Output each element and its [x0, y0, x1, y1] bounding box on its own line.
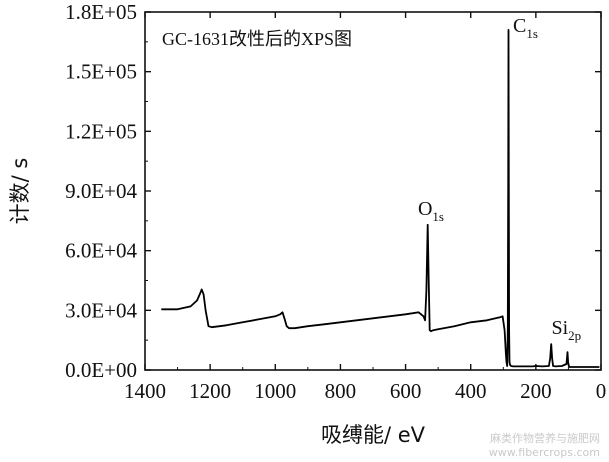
x-axis: 1400 1200 1000 800 600 400 200 0: [124, 12, 606, 403]
y-tick-label: 1.8E+05: [65, 0, 137, 24]
watermark-line-1: 麻类作物营养与施肥网: [490, 431, 600, 445]
peak-label: C1s: [513, 15, 538, 41]
x-tick-label: 400: [455, 379, 487, 403]
y-tick-label: 1.2E+05: [65, 119, 137, 143]
x-tick-label: 800: [325, 379, 357, 403]
x-tick-label: 200: [520, 379, 552, 403]
plot-frame: [144, 11, 602, 371]
x-tick-label: 0: [596, 379, 607, 403]
watermark-line-2: www.fibercrops.com: [489, 446, 600, 459]
y-tick-label: 0.0E+00: [65, 358, 137, 382]
x-tick-label: 1400: [124, 379, 166, 403]
peak-label: O1s: [418, 198, 444, 224]
y-tick-label: 3.0E+04: [65, 298, 137, 322]
y-axis: 0.0E+00 3.0E+04 6.0E+04 9.0E+04 1.2E+05 1.5E+…: [65, 0, 601, 382]
peak-annotations: C1s O1s Si2p: [418, 15, 581, 343]
y-tick-label: 9.0E+04: [65, 179, 137, 203]
x-tick-label: 1200: [189, 379, 231, 403]
chart-title: GC-1631改性后的XPS图: [162, 29, 352, 49]
y-tick-label: 6.0E+04: [65, 239, 137, 263]
peak-label: Si2p: [551, 317, 581, 343]
x-tick-label: 600: [390, 379, 422, 403]
x-tick-label: 1000: [254, 379, 296, 403]
y-tick-label: 1.5E+05: [65, 60, 137, 84]
y-axis-title: 计数/ s: [8, 158, 32, 225]
x-axis-title: 吸缚能/ eV: [321, 423, 426, 447]
series-layer: [161, 28, 600, 368]
spectrum-line: [161, 28, 600, 368]
